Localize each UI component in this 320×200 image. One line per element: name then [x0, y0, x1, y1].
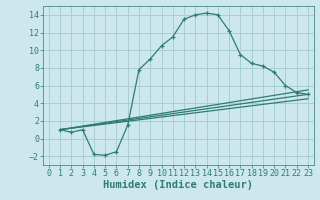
X-axis label: Humidex (Indice chaleur): Humidex (Indice chaleur) [103, 180, 253, 190]
